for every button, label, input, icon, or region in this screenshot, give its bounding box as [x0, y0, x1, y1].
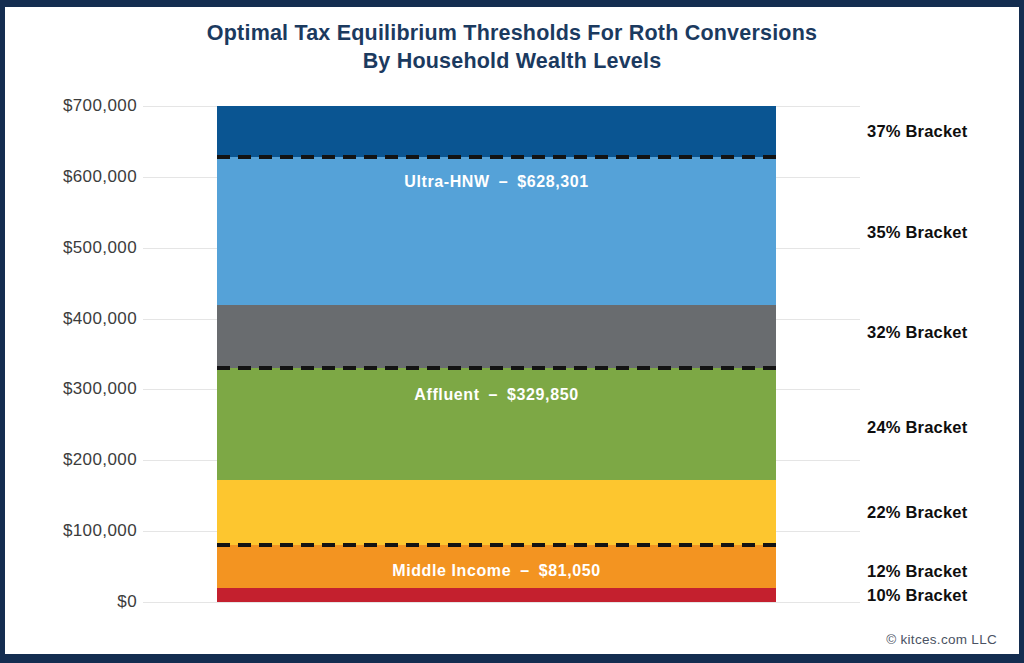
bracket-label-32pct: 32% Bracket	[867, 321, 967, 343]
chart-title-line2: By Household Wealth Levels	[0, 47, 1024, 75]
bracket-label-37pct: 37% Bracket	[867, 120, 967, 142]
threshold-annotation-affluent: Affluent–$329,850	[217, 385, 776, 405]
bar-segment-37pct	[217, 106, 776, 157]
threshold-line-ultra-hnw	[217, 155, 776, 159]
bracket-label-10pct: 10% Bracket	[867, 584, 967, 606]
threshold-amount: $628,301	[517, 173, 589, 190]
threshold-label: Affluent	[414, 386, 479, 403]
bar-segment-22pct	[217, 480, 776, 545]
bracket-label-22pct: 22% Bracket	[867, 501, 967, 523]
y-axis-tick-label: $100,000	[18, 520, 137, 542]
threshold-label: Middle Income	[392, 562, 511, 579]
y-axis-tick-label: $500,000	[18, 237, 137, 259]
threshold-separator: –	[499, 173, 509, 190]
threshold-amount: $329,850	[507, 386, 579, 403]
gridline-0	[143, 602, 860, 603]
chart-canvas: Optimal Tax Equilibrium Thresholds For R…	[0, 0, 1024, 663]
threshold-separator: –	[520, 562, 530, 579]
footer-credit: © kitces.com LLC	[886, 632, 997, 647]
y-axis-tick-label: $600,000	[18, 166, 137, 188]
bracket-label-12pct: 12% Bracket	[867, 560, 967, 582]
threshold-separator: –	[489, 386, 499, 403]
bar-segment-32pct	[217, 305, 776, 368]
threshold-amount: $81,050	[539, 562, 601, 579]
threshold-label: Ultra-HNW	[404, 173, 489, 190]
chart-frame: Optimal Tax Equilibrium Thresholds For R…	[0, 0, 1024, 663]
threshold-annotation-middle-income: Middle Income–$81,050	[217, 561, 776, 581]
chart-title: Optimal Tax Equilibrium Thresholds For R…	[0, 19, 1024, 75]
threshold-annotation-ultra-hnw: Ultra-HNW–$628,301	[217, 172, 776, 192]
y-axis-tick-label: $300,000	[18, 378, 137, 400]
threshold-line-middle-income	[217, 543, 776, 547]
y-axis-tick-label: $700,000	[18, 95, 137, 117]
bar-segment-10pct	[217, 588, 776, 602]
y-axis-tick-label: $200,000	[18, 449, 137, 471]
y-axis-tick-label: $400,000	[18, 308, 137, 330]
bracket-label-24pct: 24% Bracket	[867, 416, 967, 438]
bracket-label-35pct: 35% Bracket	[867, 221, 967, 243]
threshold-line-affluent	[217, 366, 776, 370]
y-axis-tick-label: $0	[18, 591, 137, 613]
chart-title-line1: Optimal Tax Equilibrium Thresholds For R…	[0, 19, 1024, 47]
